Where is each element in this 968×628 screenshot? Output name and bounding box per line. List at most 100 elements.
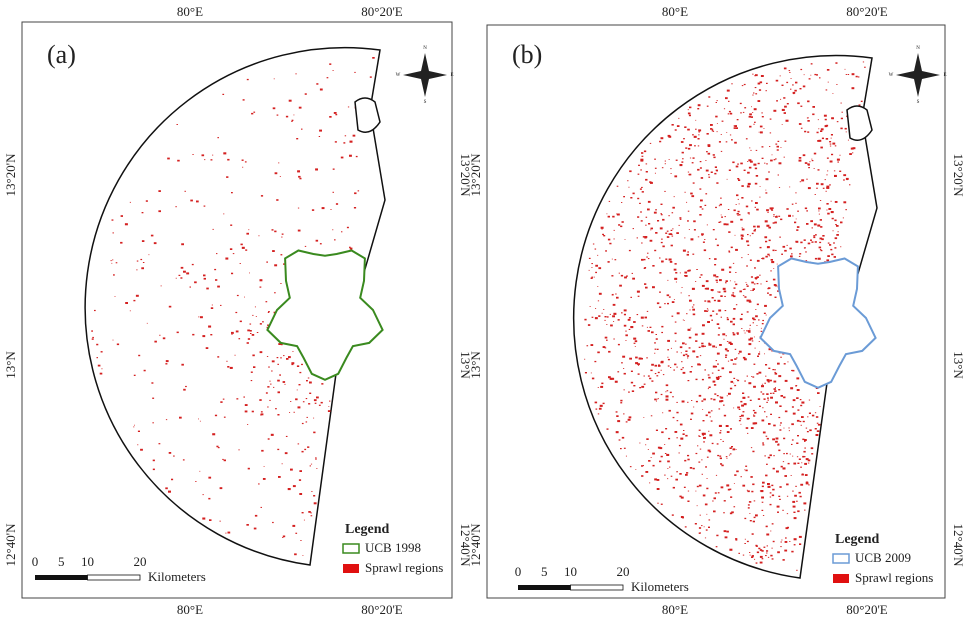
sprawl-speckle (728, 361, 729, 362)
sprawl-speckle (712, 373, 714, 374)
sprawl-speckle (277, 357, 279, 358)
sprawl-speckle (728, 489, 730, 491)
sprawl-speckle (599, 408, 602, 410)
sprawl-speckle (754, 364, 756, 365)
sprawl-speckle (699, 277, 701, 278)
sprawl-speckle (251, 372, 253, 373)
sprawl-speckle (158, 190, 161, 192)
sprawl-speckle (772, 438, 775, 440)
sprawl-speckle (820, 406, 821, 407)
sprawl-speckle (268, 367, 270, 368)
sprawl-speckle (329, 63, 331, 65)
sprawl-speckle (177, 124, 178, 125)
sprawl-speckle (674, 299, 675, 300)
sprawl-speckle (681, 361, 682, 362)
sprawl-speckle (120, 242, 122, 244)
sprawl-speckle (780, 219, 782, 221)
sprawl-speckle (716, 347, 718, 348)
sprawl-speckle (778, 175, 779, 176)
sprawl-speckle (831, 117, 834, 119)
sprawl-speckle (336, 203, 338, 205)
sprawl-speckle (220, 487, 223, 489)
sprawl-speckle (787, 245, 788, 246)
sprawl-speckle (302, 423, 304, 424)
sprawl-speckle (785, 411, 788, 413)
sprawl-speckle (125, 223, 128, 225)
sprawl-speckle (698, 462, 700, 463)
sprawl-speckle (736, 471, 739, 473)
sprawl-speckle (332, 229, 333, 230)
sprawl-speckle (299, 470, 302, 472)
sprawl-speckle (835, 237, 838, 239)
sprawl-speckle (638, 296, 640, 297)
sprawl-speckle (651, 364, 654, 366)
left-tick-label: 12°40'N (3, 523, 18, 567)
sprawl-speckle (277, 115, 279, 116)
sprawl-speckle (786, 484, 789, 486)
sprawl-speckle (202, 518, 205, 520)
sprawl-speckle (759, 89, 761, 91)
sprawl-speckle (797, 420, 800, 422)
sprawl-speckle (760, 131, 763, 133)
sprawl-speckle (734, 282, 735, 283)
sprawl-speckle (803, 502, 806, 504)
sprawl-speckle (792, 501, 795, 503)
sprawl-speckle (278, 163, 279, 164)
sprawl-speckle (717, 443, 719, 444)
sprawl-speckle (689, 300, 692, 302)
sprawl-speckle (726, 335, 727, 336)
sprawl-speckle (672, 236, 674, 237)
sprawl-speckle (760, 562, 763, 564)
sprawl-speckle (759, 406, 761, 407)
sprawl-speckle (687, 251, 689, 252)
sprawl-speckle (777, 146, 780, 148)
sprawl-speckle (765, 555, 767, 556)
sprawl-speckle (674, 278, 677, 280)
sprawl-speckle (727, 319, 729, 321)
sprawl-speckle (329, 401, 330, 402)
sprawl-speckle (685, 192, 686, 193)
sprawl-speckle (224, 417, 226, 418)
sprawl-speckle (748, 382, 751, 384)
sprawl-speckle (790, 255, 793, 257)
sprawl-speckle (625, 331, 626, 332)
sprawl-speckle (768, 457, 770, 459)
sprawl-speckle (356, 156, 358, 157)
sprawl-speckle (734, 358, 736, 360)
sprawl-speckle (278, 476, 281, 478)
sprawl-speckle (98, 365, 101, 367)
sprawl-speckle (827, 213, 830, 215)
sprawl-speckle (226, 176, 228, 178)
sprawl-speckle (697, 363, 700, 365)
sprawl-speckle (800, 484, 803, 486)
sprawl-speckle (223, 152, 226, 154)
sprawl-speckle (602, 313, 603, 314)
sprawl-speckle (598, 413, 599, 414)
sprawl-speckle (701, 525, 702, 526)
sprawl-speckle (695, 340, 697, 342)
sprawl-speckle (684, 238, 685, 239)
sprawl-speckle (343, 142, 345, 143)
sprawl-speckle (92, 338, 94, 339)
sprawl-speckle (247, 330, 250, 332)
sprawl-speckle (684, 272, 687, 274)
sprawl-speckle (778, 389, 780, 390)
sprawl-speckle (690, 328, 691, 329)
sprawl-speckle (168, 491, 171, 493)
sprawl-speckle (771, 485, 773, 486)
sprawl-speckle (719, 205, 720, 206)
sprawl-speckle (134, 425, 135, 426)
sprawl-speckle (693, 468, 695, 470)
sprawl-speckle (348, 107, 349, 108)
sprawl-speckle (608, 261, 610, 263)
sprawl-speckle (91, 330, 93, 331)
sprawl-speckle (644, 384, 646, 385)
sprawl-speckle (648, 209, 649, 210)
sprawl-speckle (671, 245, 673, 247)
sprawl-speckle (298, 406, 301, 408)
sprawl-speckle (152, 398, 154, 399)
sprawl-speckle (770, 393, 772, 394)
sprawl-speckle (767, 398, 769, 399)
sprawl-speckle (165, 487, 168, 489)
sprawl-speckle (785, 380, 788, 382)
